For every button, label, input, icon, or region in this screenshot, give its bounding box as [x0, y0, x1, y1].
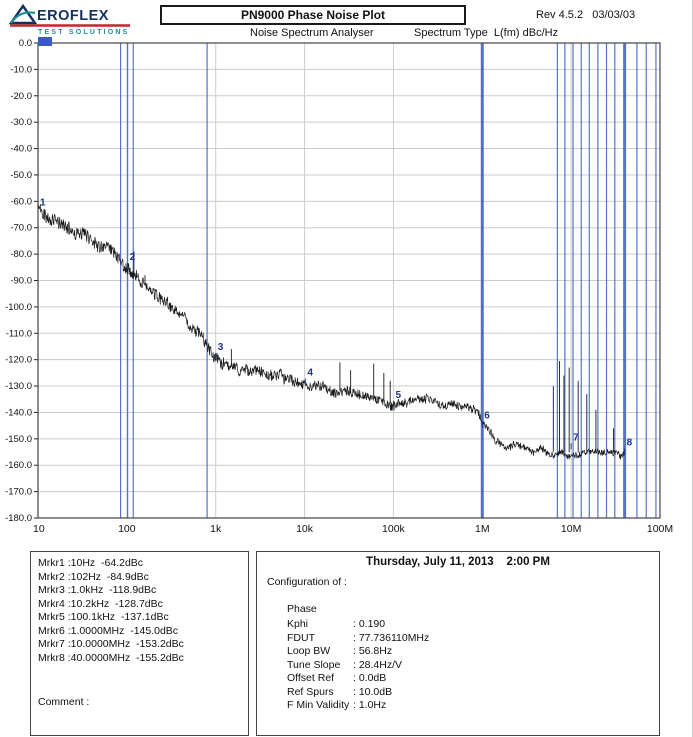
svg-text:3: 3 — [218, 342, 224, 353]
svg-text:0.0: 0.0 — [19, 38, 32, 49]
svg-text:8: 8 — [627, 438, 633, 449]
spur-marker-lines — [119, 43, 657, 518]
config-value: : 28.4Hz/V — [353, 658, 403, 671]
report-title: PN9000 Phase Noise Plot — [160, 5, 466, 25]
config-key: Loop BW — [287, 645, 331, 657]
svg-text:-130.0: -130.0 — [5, 381, 32, 392]
svg-text:100: 100 — [118, 523, 136, 535]
marker-readout: Mrkr3 :1.0kHz -118.9dBc — [38, 584, 157, 596]
svg-text:100M: 100M — [647, 523, 673, 535]
svg-text:100k: 100k — [382, 523, 406, 535]
plot-border — [37, 42, 661, 519]
config-key: Offset Ref — [287, 672, 335, 684]
svg-text:-110.0: -110.0 — [6, 328, 32, 339]
logo-swoosh-icon — [10, 11, 36, 24]
svg-text:-140.0: -140.0 — [5, 407, 32, 418]
logo-brand-text: EROFLEX — [37, 8, 109, 24]
marker-readout-panel: Mrkr1 :10Hz -64.2dBc Mrkr2 :102Hz -84.9d… — [30, 551, 249, 736]
svg-text:-60.0: -60.0 — [10, 196, 32, 207]
marker-readout: Mrkr2 :102Hz -84.9dBc — [38, 570, 149, 583]
svg-text:-70.0: -70.0 — [10, 223, 32, 234]
marker-readout: Mrkr7 :10.0000MHz -153.2dBc — [38, 638, 184, 650]
svg-text:-10.0: -10.0 — [10, 64, 32, 75]
svg-text:5: 5 — [395, 390, 401, 401]
spectrum-type-label: Spectrum Type L(fm) dBc/Hz — [414, 27, 559, 39]
config-value: : 0.0dB — [353, 672, 387, 684]
config-value: : 56.8Hz — [353, 645, 393, 657]
config-panel: Thursday, July 11, 2013 2:00 PM Configur… — [256, 551, 660, 736]
svg-text:-150.0: -150.0 — [5, 434, 32, 445]
config-key: Kphi — [287, 618, 309, 630]
corner-chip — [38, 37, 52, 46]
phase-noise-plot: 0.0 -10.0 -20.0 -30.0 -40.0 -50.0 -60.0 -70.0 -8… — [5, 37, 673, 535]
svg-text:10M: 10M — [561, 523, 581, 535]
grid-lines: 0.0 -10.0 -20.0 -30.0 -40.0 -50.0 -60.0 -70.0 -8… — [5, 38, 673, 535]
svg-text:1k: 1k — [210, 523, 222, 535]
revision-label: Rev 4.5.2 03/03/03 — [536, 9, 636, 21]
config-row: Kphi : 0.190 — [287, 618, 649, 632]
marker-readout: Mrkr8 :40.0000MHz -155.2dBc — [38, 651, 184, 664]
svg-text:-160.0: -160.0 — [5, 460, 32, 471]
svg-text:-170.0: -170.0 — [5, 487, 32, 498]
marker-readout: Mrkr4 :10.2kHz -128.7dBc — [38, 597, 163, 610]
svg-text:-120.0: -120.0 — [5, 355, 32, 366]
analyser-label: Noise Spectrum Analyser — [250, 27, 374, 39]
config-row: Tune Slope : 28.4Hz/V — [287, 659, 649, 673]
config-value: : 77.736110MHz — [353, 631, 430, 644]
config-value: : 0.190 — [353, 618, 386, 630]
config-key: FDUT — [287, 631, 315, 644]
aeroflex-logo: EROFLEX TEST SOLUTIONS — [8, 3, 130, 36]
marker-readout-list: Mrkr1 :10Hz -64.2dBc Mrkr2 :102Hz -84.9d… — [38, 557, 241, 665]
config-row: Offset Ref : 0.0dB — [287, 672, 649, 686]
config-rows: Kphi : 0.190 FDUT : 77.736110MHz Loop BW : … — [287, 618, 649, 713]
config-row: Ref Spurs : 10.0dB — [287, 686, 649, 700]
svg-text:6: 6 — [484, 411, 490, 422]
svg-text:7: 7 — [573, 432, 579, 443]
marker-readout: Mrkr5 :100.1kHz -137.1dBc — [38, 611, 169, 623]
config-row: F Min Validity: 1.0Hz — [287, 699, 649, 713]
config-row: Loop BW : 56.8Hz — [287, 645, 649, 659]
config-key: Ref Spurs — [287, 685, 334, 698]
logo-sub-text: TEST SOLUTIONS — [38, 29, 129, 36]
config-section-name: Phase — [287, 603, 317, 615]
svg-text:-100.0: -100.0 — [5, 302, 32, 313]
marker-readout: Mrkr6 :1.0000MHz -145.0dBc — [38, 624, 179, 637]
svg-text:-20.0: -20.0 — [10, 91, 32, 102]
svg-text:10: 10 — [33, 523, 45, 535]
config-value: : 1.0Hz — [353, 699, 387, 711]
config-key: F Min Validity — [287, 699, 350, 711]
svg-text:-40.0: -40.0 — [10, 144, 32, 155]
svg-text:-90.0: -90.0 — [10, 276, 32, 287]
comment-label: Comment : — [38, 696, 90, 708]
svg-text:2: 2 — [130, 252, 136, 263]
spurs — [133, 251, 614, 453]
svg-text:-80.0: -80.0 — [10, 249, 32, 260]
svg-text:10k: 10k — [296, 523, 314, 535]
svg-text:1M: 1M — [475, 523, 490, 535]
svg-text:-50.0: -50.0 — [10, 170, 32, 181]
svg-text:4: 4 — [307, 368, 313, 379]
configuration-of-label: Configuration of : — [267, 576, 347, 588]
svg-text:1: 1 — [40, 197, 46, 208]
svg-text:-30.0: -30.0 — [10, 117, 32, 128]
config-value: : 10.0dB — [353, 685, 393, 698]
svg-text:-180.0: -180.0 — [5, 513, 32, 524]
config-row: FDUT : 77.736110MHz — [287, 632, 649, 646]
noise-trace — [37, 204, 625, 460]
timestamp: Thursday, July 11, 2013 2:00 PM — [366, 556, 550, 568]
marker-readout: Mrkr1 :10Hz -64.2dBc — [38, 557, 144, 569]
config-key: Tune Slope — [287, 658, 341, 671]
